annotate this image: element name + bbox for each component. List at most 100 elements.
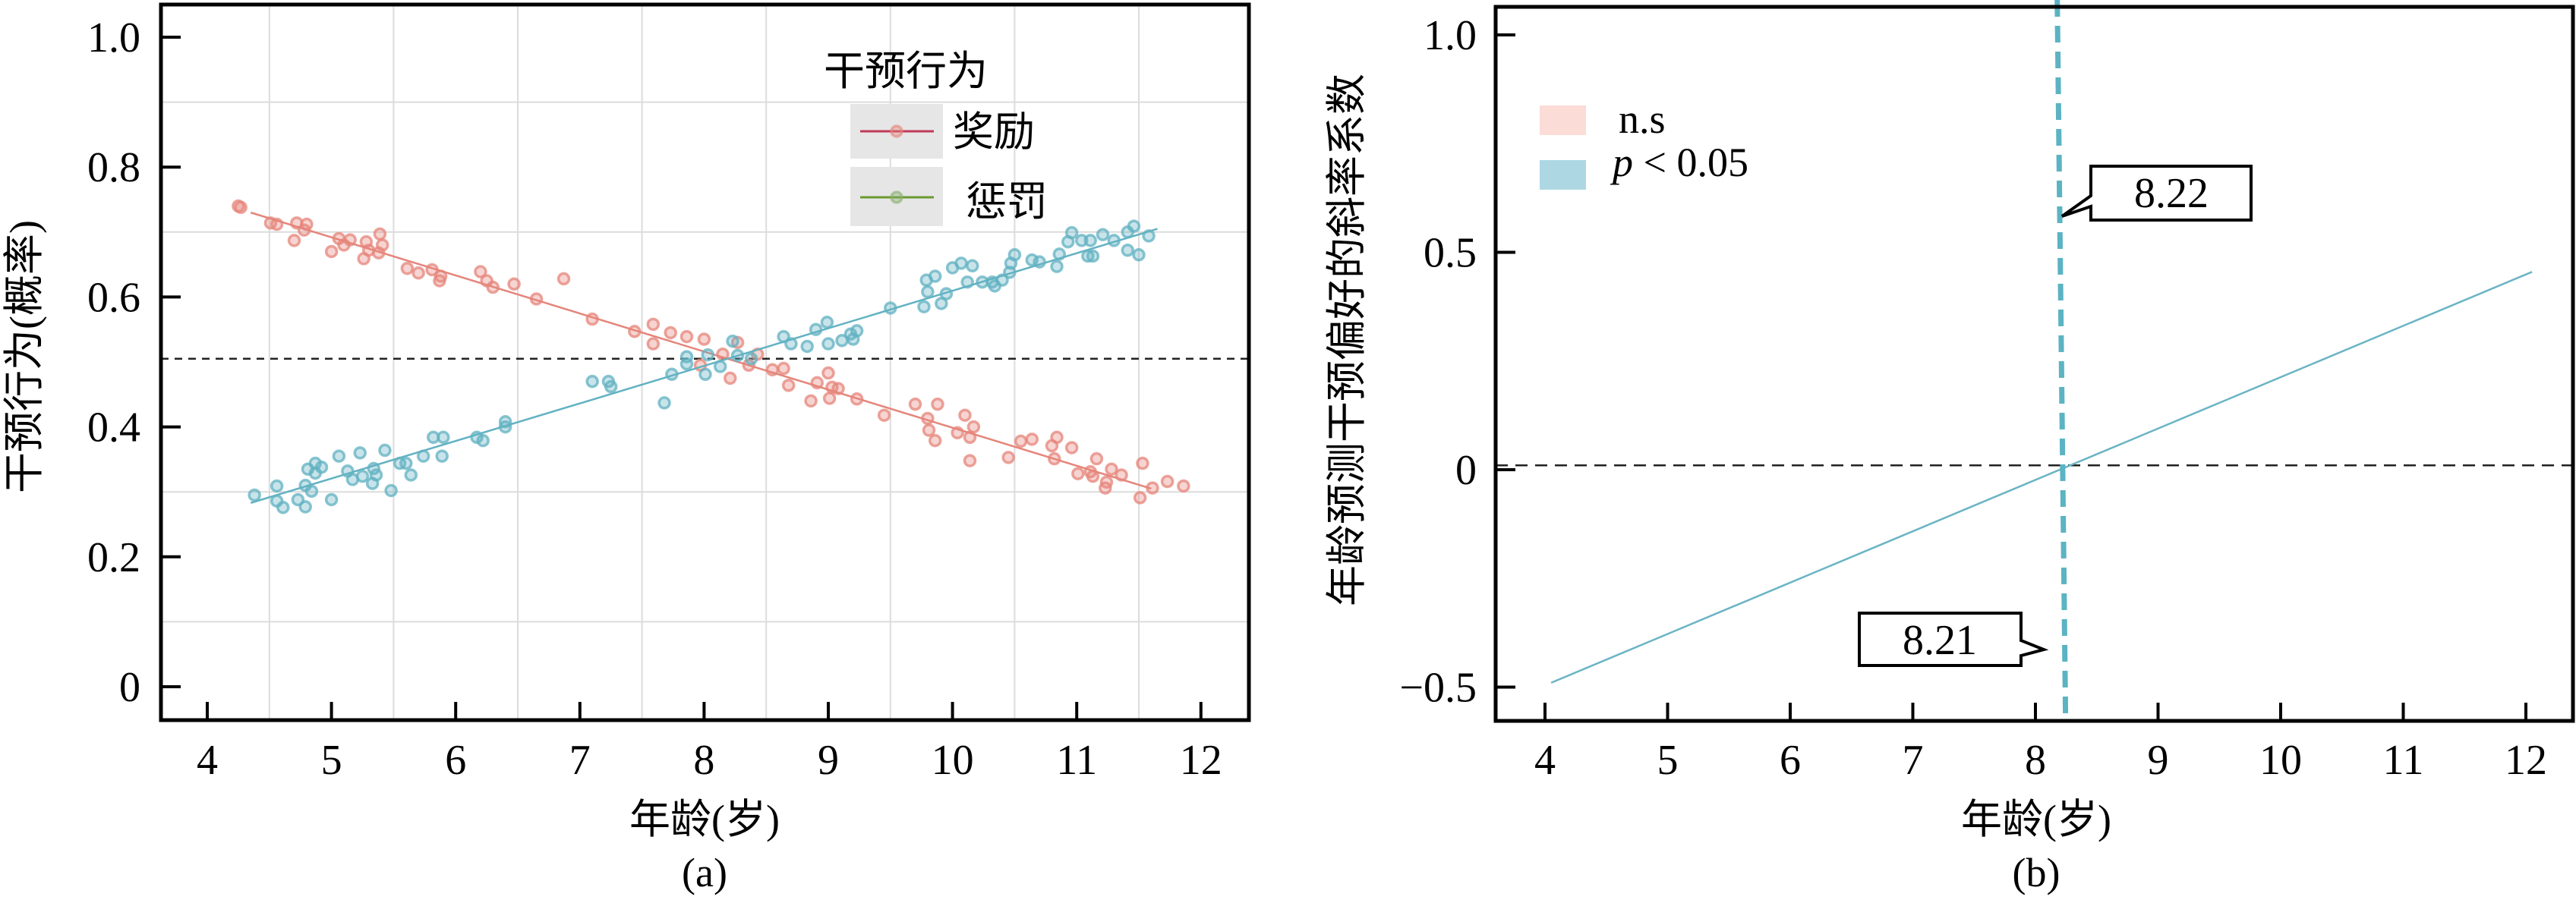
data-point-punish — [657, 396, 671, 410]
panel-b: 4 5 6 7 8 9 10 11 12 −0.5 0 0.5 1.0 — [1399, 0, 2575, 784]
data-point-reward — [931, 397, 944, 411]
data-point-punish — [384, 483, 398, 498]
data-point-punish — [404, 468, 418, 482]
data-point-reward — [1099, 481, 1112, 495]
data-point-punish — [304, 484, 319, 499]
data-point-reward — [411, 266, 425, 280]
data-point-punish — [355, 469, 370, 483]
data-point-punish — [314, 460, 329, 474]
data-point-punish — [1121, 244, 1135, 257]
annotation-821-callout — [1858, 612, 2049, 667]
data-point-reward — [1001, 451, 1015, 464]
data-point-punish — [1096, 228, 1110, 241]
x-tick-label: 8 — [2025, 737, 2046, 784]
data-point-reward — [958, 408, 972, 422]
data-point-reward — [234, 200, 248, 215]
x-tick-label: 8 — [693, 737, 714, 784]
data-point-punish — [378, 443, 392, 458]
data-point-punish — [435, 449, 449, 463]
x-tick-label: 7 — [569, 737, 591, 784]
data-point-reward — [324, 244, 339, 259]
data-point-reward — [1160, 474, 1174, 489]
data-point-punish — [298, 500, 312, 514]
data-point-reward — [373, 227, 387, 241]
data-point-punish — [437, 430, 450, 445]
x-tick-label: 12 — [2505, 737, 2547, 784]
y-tick-label: 0.5 — [1424, 230, 1477, 277]
x-tick-label: 9 — [2148, 737, 2169, 784]
panel-a-caption: (a) — [682, 850, 727, 895]
fit-line-reward — [250, 211, 1152, 490]
x-tick-label: 12 — [1180, 737, 1222, 784]
y-tick-label: 0.4 — [87, 404, 140, 452]
data-point-reward — [922, 423, 936, 437]
panel-a-legend-title: 干预行为 — [824, 49, 988, 94]
data-point-punish — [928, 269, 942, 283]
data-point-punish — [1132, 248, 1146, 262]
x-tick-label: 4 — [197, 737, 218, 784]
data-point-punish — [921, 285, 935, 299]
data-point-reward — [821, 366, 835, 380]
panel-a-ylabel: 干预行为(概率) — [2, 220, 47, 493]
data-point-punish — [1127, 219, 1141, 233]
legend-marker-reward — [890, 124, 903, 138]
data-point-reward — [804, 394, 818, 408]
x-tick-label: 5 — [321, 737, 342, 784]
x-tick-label: 6 — [445, 737, 466, 784]
data-point-punish — [966, 259, 979, 273]
data-point-punish — [701, 348, 715, 362]
y-tick-label: 1.0 — [1424, 12, 1477, 59]
data-point-reward — [697, 332, 711, 346]
data-point-reward — [646, 317, 661, 332]
data-point-reward — [1133, 491, 1147, 505]
y-tick-label: 0.6 — [87, 274, 140, 321]
data-point-reward — [1105, 462, 1118, 476]
data-point-reward — [966, 420, 981, 434]
data-point-punish — [744, 351, 758, 366]
x-tick-label: 10 — [932, 737, 974, 784]
panel-a-legend-label-punish: 惩罚 — [966, 179, 1048, 225]
data-point-reward — [822, 392, 837, 405]
legend-swatch-significant — [1540, 160, 1586, 190]
data-point-punish — [821, 337, 835, 351]
data-point-reward — [646, 337, 661, 351]
data-point-reward — [1014, 434, 1028, 448]
panel-b-ylabel: 年龄预测干预偏好的斜率系数 — [1324, 74, 1370, 606]
y-tick-label: 0.2 — [87, 534, 140, 581]
x-tick-label: 4 — [1534, 737, 1556, 784]
x-tick-label: 7 — [1903, 737, 1924, 784]
data-point-reward — [1025, 433, 1039, 446]
data-point-punish — [585, 374, 599, 389]
data-point-reward — [908, 397, 922, 411]
data-point-punish — [1007, 248, 1022, 262]
data-point-punish — [476, 433, 490, 448]
data-point-reward — [963, 454, 977, 467]
panel-a-xlabel: 年龄(岁) — [629, 797, 780, 842]
panel-b-legend-label-ns: n.s — [1619, 96, 1666, 142]
annotation-822-text: 8.22 — [2134, 170, 2209, 217]
data-point-reward — [400, 261, 415, 275]
data-point-reward — [1050, 430, 1064, 445]
data-point-punish — [332, 449, 346, 463]
data-point-reward — [724, 371, 737, 385]
fit-line-punish — [250, 228, 1158, 504]
x-tick-label: 6 — [1780, 737, 1801, 784]
legend-swatch-ns — [1540, 105, 1586, 135]
data-point-punish — [353, 446, 367, 460]
x-tick-label: 11 — [2383, 737, 2424, 784]
data-point-reward — [1064, 441, 1079, 455]
x-tick-label: 11 — [1056, 737, 1097, 784]
y-tick-label: 0.8 — [87, 144, 140, 191]
p-symbol: p — [1610, 140, 1633, 185]
panel-b-xlabel: 年龄(岁) — [1961, 797, 2111, 842]
threshold-line-dashed — [2054, 0, 2069, 722]
y-tick-label: 0 — [119, 664, 140, 711]
data-point-punish — [1083, 234, 1097, 247]
data-point-reward — [1071, 467, 1085, 480]
data-point-punish — [917, 300, 931, 313]
data-point-reward — [507, 277, 521, 291]
data-point-punish — [324, 492, 339, 507]
data-point-reward — [1177, 479, 1190, 493]
x-tick-label: 5 — [1657, 737, 1679, 784]
